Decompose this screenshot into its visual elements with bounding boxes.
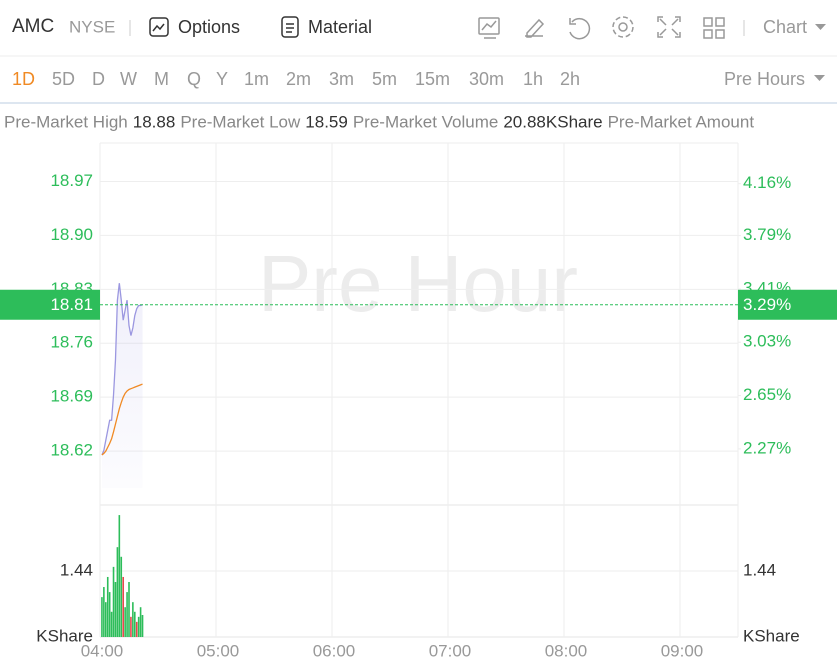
volume-bar bbox=[132, 602, 134, 637]
current-price-label: 18.81 bbox=[50, 295, 93, 314]
y-tick-label: 18.97 bbox=[50, 171, 93, 190]
volume-unit: KShare bbox=[743, 626, 800, 645]
volume-bar bbox=[110, 611, 113, 637]
y2-tick-label: 3.03% bbox=[743, 332, 791, 351]
timeframe[interactable]: W bbox=[120, 69, 137, 89]
y2-tick-label: 2.27% bbox=[743, 438, 791, 457]
volume-bar bbox=[135, 621, 138, 637]
volume-bar bbox=[126, 592, 128, 637]
dropdown-arrow[interactable] bbox=[814, 75, 825, 81]
volume-bar bbox=[124, 607, 126, 637]
stat-label: Pre-Market Amount bbox=[608, 112, 755, 131]
dropdown-arrow[interactable] bbox=[815, 24, 826, 30]
average-line bbox=[101, 383, 143, 456]
stat-value: 18.88 bbox=[133, 112, 176, 131]
timeframe[interactable]: 2m bbox=[286, 69, 311, 89]
volume-unit: KShare bbox=[36, 626, 93, 645]
y2-tick-label: 3.79% bbox=[743, 225, 791, 244]
stat-label: Pre-Market Low bbox=[180, 112, 301, 131]
x-tick-label: 07:00 bbox=[429, 641, 472, 660]
volume-bar bbox=[101, 597, 103, 637]
toolbar-icons[interactable] bbox=[478, 16, 725, 40]
volume-bar bbox=[105, 602, 107, 637]
volume-bar bbox=[116, 547, 119, 637]
current-percent-label: 3.29% bbox=[743, 295, 791, 314]
volume-tick-label: 1.44 bbox=[60, 560, 93, 579]
options-icon[interactable] bbox=[149, 17, 169, 37]
volume-bar bbox=[114, 582, 117, 637]
timeframe[interactable]: Q bbox=[187, 69, 201, 89]
x-tick-label: 04:00 bbox=[81, 641, 124, 660]
timeframe[interactable]: 5D bbox=[52, 69, 75, 89]
volume-bar bbox=[130, 616, 132, 637]
timeframe[interactable]: M bbox=[154, 69, 169, 89]
menu-item[interactable]: Options bbox=[178, 17, 240, 37]
timeframe[interactable]: 1h bbox=[523, 69, 543, 89]
volume-tick-label: 1.44 bbox=[743, 560, 776, 579]
exchange: NYSE bbox=[69, 17, 115, 36]
volume-bar bbox=[137, 616, 140, 637]
volume-bar bbox=[106, 576, 109, 637]
current-price-box bbox=[0, 289, 100, 320]
menu-item[interactable]: Material bbox=[308, 17, 372, 37]
y2-tick-label: 4.16% bbox=[743, 173, 791, 192]
x-tick-label: 05:00 bbox=[197, 641, 240, 660]
chart-menu[interactable]: Chart bbox=[763, 17, 807, 37]
x-tick-label: 09:00 bbox=[661, 641, 704, 660]
volume-bar bbox=[108, 592, 111, 637]
volume-bar bbox=[112, 566, 115, 637]
y-tick-label: 18.62 bbox=[50, 441, 93, 460]
stat-label: Pre-Market Volume bbox=[353, 112, 499, 131]
y2-tick-label: 2.65% bbox=[743, 385, 791, 404]
stat-value: 18.59 bbox=[305, 112, 348, 131]
volume-bar bbox=[139, 607, 142, 637]
y-tick-label: 18.69 bbox=[50, 387, 93, 406]
session-select[interactable]: Pre Hours bbox=[724, 69, 805, 89]
x-tick-label: 06:00 bbox=[313, 641, 356, 660]
price-line bbox=[101, 283, 143, 456]
volume-bar bbox=[128, 582, 130, 637]
timeframe[interactable]: 30m bbox=[469, 69, 504, 89]
y-tick-label: 18.76 bbox=[50, 333, 93, 352]
volume-bar bbox=[122, 576, 124, 637]
y-tick-label: 18.90 bbox=[50, 225, 93, 244]
x-tick-label: 08:00 bbox=[545, 641, 588, 660]
timeframe[interactable]: Y bbox=[216, 69, 228, 89]
timeframe[interactable]: D bbox=[92, 69, 105, 89]
current-percent-box bbox=[738, 289, 837, 320]
volume-bar bbox=[120, 556, 123, 637]
volume-bar bbox=[141, 615, 144, 637]
timeframe[interactable]: 3m bbox=[329, 69, 354, 89]
volume-bar bbox=[103, 587, 105, 637]
timeframe[interactable]: 5m bbox=[372, 69, 397, 89]
symbol[interactable]: AMC bbox=[12, 16, 54, 37]
stat-value: 20.88KShare bbox=[503, 112, 602, 131]
timeframe[interactable]: 2h bbox=[560, 69, 580, 89]
stat-label: Pre-Market High bbox=[4, 112, 128, 131]
timeframe[interactable]: 15m bbox=[415, 69, 450, 89]
volume-bar bbox=[118, 515, 121, 637]
material-icon[interactable] bbox=[281, 16, 299, 38]
watermark: Pre Hour bbox=[258, 239, 578, 328]
volume-bar bbox=[134, 611, 136, 637]
timeframe[interactable]: 1m bbox=[244, 69, 269, 89]
timeframe[interactable]: 1D bbox=[12, 69, 35, 89]
